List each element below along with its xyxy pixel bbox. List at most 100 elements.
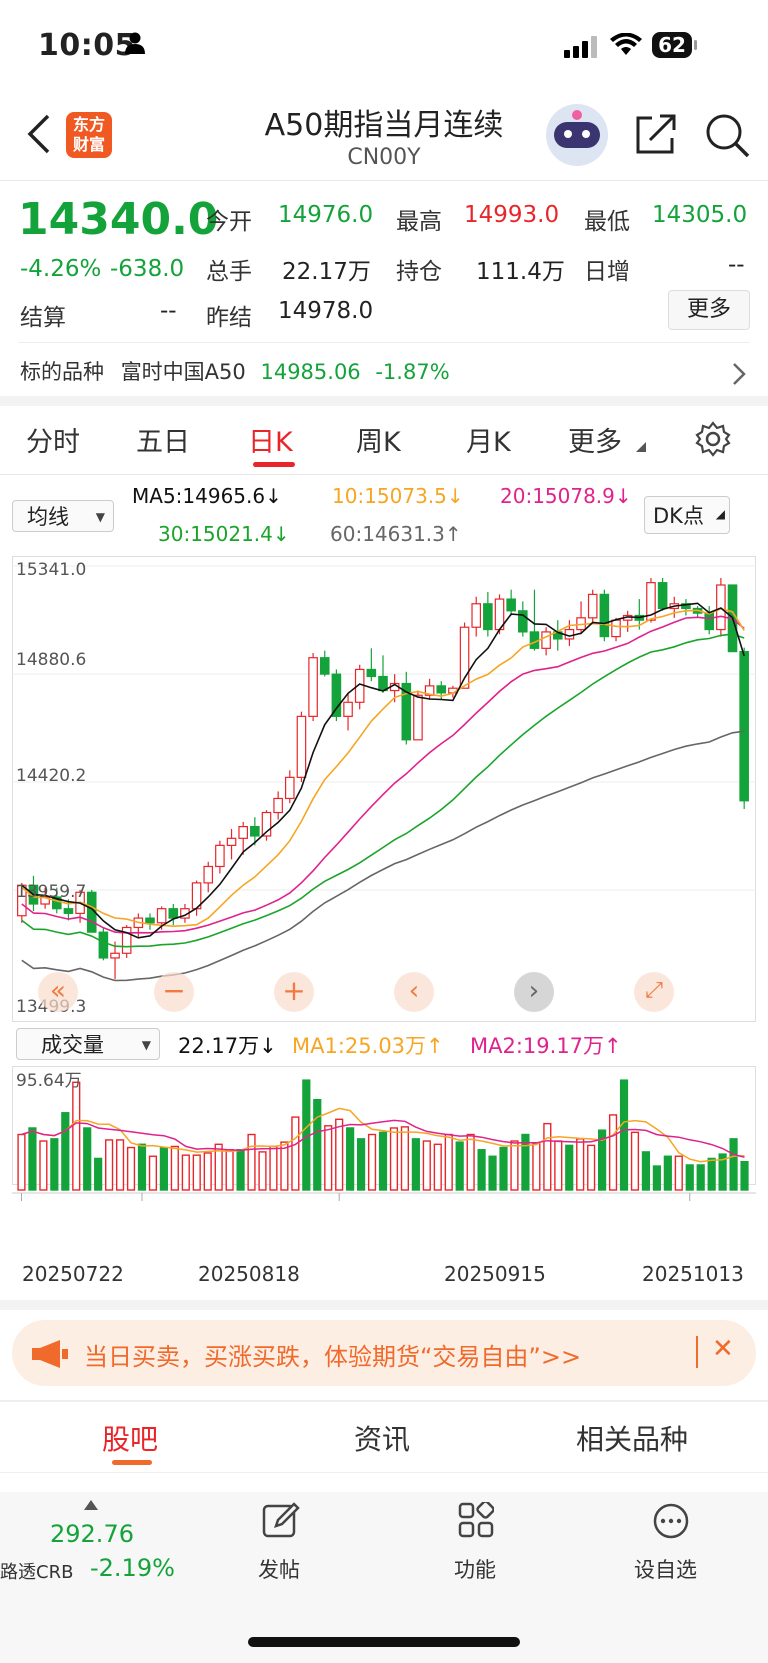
low-value: 14305.0 — [652, 202, 748, 228]
volume-chart[interactable] — [12, 1066, 756, 1252]
date-label: 20250915 — [444, 1262, 546, 1286]
app-logo: 东方 财富 — [66, 112, 112, 158]
volume-ma2: MA2:19.17万↑ — [470, 1034, 622, 1058]
candle-up — [587, 593, 598, 619]
volume-bar-down — [356, 1138, 366, 1191]
add-watchlist-label: 设自选 — [634, 1558, 697, 1582]
volume-bar-up — [148, 1155, 158, 1191]
volume-bar-down — [28, 1127, 37, 1191]
volume-bar-up — [389, 1127, 399, 1191]
volume-bar-down — [663, 1155, 672, 1191]
candle-up — [611, 619, 621, 638]
candlestick-chart[interactable] — [12, 556, 756, 1022]
home-indicator — [248, 1637, 520, 1647]
daily-increase-label: 日增 — [584, 259, 630, 285]
volume-bar-down — [50, 1138, 59, 1191]
candle-up — [238, 826, 248, 839]
candle-up — [273, 797, 283, 814]
volume-bar-down — [477, 1149, 486, 1191]
volume-ma1: MA1:25.03万↑ — [292, 1034, 444, 1058]
divider — [0, 1472, 768, 1473]
ma30-value: 30:15021.4↓ — [158, 522, 290, 546]
volume-bar-up — [674, 1155, 683, 1191]
indicator-select[interactable]: 均线 ▼ — [12, 500, 114, 532]
tab-weekly-k[interactable]: 周K — [356, 427, 401, 458]
volume-bar-up — [280, 1141, 289, 1191]
candle-up — [424, 685, 435, 696]
candle-down — [518, 610, 528, 633]
functions-button[interactable]: 功能 — [424, 1502, 524, 1592]
volume-bar-down — [696, 1164, 705, 1191]
underlying-row[interactable]: 标的品种 富时中国A50 14985.06 -1.87% — [20, 356, 450, 386]
volume-bar-down — [521, 1133, 530, 1191]
volume-bar-down — [499, 1146, 508, 1191]
candle-up — [308, 657, 318, 717]
volume-bar-up — [433, 1143, 442, 1191]
ma60-line — [21, 730, 745, 982]
share-icon[interactable] — [634, 112, 678, 156]
ticker-widget[interactable]: 292.76 路透CRB -2.19% — [0, 1500, 184, 1590]
volume-bar-up — [532, 1142, 541, 1191]
tab-related[interactable]: 相关品种 — [576, 1423, 689, 1456]
ma20-line — [21, 615, 745, 934]
open-value: 14976.0 — [278, 202, 374, 228]
candle-down — [506, 598, 516, 612]
volume-bar-up — [192, 1154, 201, 1191]
volume-bar-down — [411, 1138, 420, 1191]
wifi-icon — [610, 33, 642, 55]
volume-bar-up — [39, 1140, 48, 1191]
battery-tip — [694, 40, 697, 50]
page-title: A50期指当月连续 — [264, 108, 504, 143]
tab-news[interactable]: 资讯 — [354, 1423, 411, 1456]
ticker-name: 路透CRB — [0, 1562, 74, 1583]
tab-daily-k[interactable]: 日K — [248, 427, 293, 458]
tab-five-day[interactable]: 五日 — [136, 427, 190, 458]
volume-ma2-line — [21, 1119, 745, 1159]
underlying-price: 14985.06 — [260, 360, 361, 384]
tab-intraday[interactable]: 分时 — [26, 427, 80, 458]
open-label: 今开 — [206, 209, 252, 235]
candle-down — [739, 651, 749, 802]
search-icon[interactable] — [704, 112, 750, 158]
close-icon[interactable]: ✕ — [712, 1334, 734, 1364]
assistant-robot-icon[interactable] — [546, 104, 608, 166]
tab-active-indicator — [253, 462, 295, 467]
scroll-right-icon[interactable]: › — [514, 972, 554, 1012]
zoom-in-icon[interactable]: + — [274, 972, 314, 1012]
volume-bar-up — [214, 1143, 223, 1191]
volume-bar-up — [115, 1139, 125, 1191]
candle-down — [366, 668, 377, 678]
ma10-value: 10:15073.5↓ — [332, 484, 464, 508]
zoom-out-icon[interactable]: − — [154, 972, 194, 1012]
volume-bar-up — [72, 1081, 81, 1191]
more-button[interactable]: 更多 — [668, 290, 750, 330]
candle-down — [168, 908, 179, 919]
post-button[interactable]: 发帖 — [230, 1502, 330, 1592]
candle-up — [215, 844, 225, 868]
chevron-right-icon[interactable] — [732, 362, 746, 386]
volume-indicator-select[interactable]: 成交量 ▼ — [16, 1028, 160, 1060]
fullscreen-icon[interactable]: ⤢ — [634, 972, 674, 1012]
volume-bar-up — [126, 1146, 136, 1191]
settings-gear-icon[interactable] — [694, 420, 732, 458]
candle-down — [704, 612, 715, 631]
scroll-left-icon[interactable]: ‹ — [394, 972, 434, 1012]
volume-bar-up — [324, 1125, 333, 1191]
tab-forum[interactable]: 股吧 — [102, 1423, 159, 1456]
candle-down — [98, 931, 109, 959]
candle-down — [436, 685, 447, 694]
back-icon[interactable] — [26, 114, 52, 154]
volume-bar-down — [707, 1157, 716, 1191]
volume-label: 总手 — [206, 259, 252, 285]
scroll-left-fast-icon[interactable]: « — [38, 972, 78, 1012]
candle-down — [681, 603, 691, 610]
dk-point-button[interactable]: DK点 ◢ — [644, 496, 730, 534]
promo-banner[interactable]: 当日买卖，买涨买跌，体验期货“交易自由”>> ✕ — [12, 1320, 756, 1386]
indicator-select-value: 均线 — [27, 505, 69, 529]
candle-down — [401, 682, 412, 741]
volume-bar-up — [203, 1152, 212, 1191]
tab-monthly-k[interactable]: 月K — [466, 427, 511, 458]
tab-more[interactable]: 更多 — [568, 427, 622, 458]
volume-bar-up — [367, 1133, 377, 1191]
add-watchlist-button[interactable]: 设自选 — [620, 1502, 720, 1592]
